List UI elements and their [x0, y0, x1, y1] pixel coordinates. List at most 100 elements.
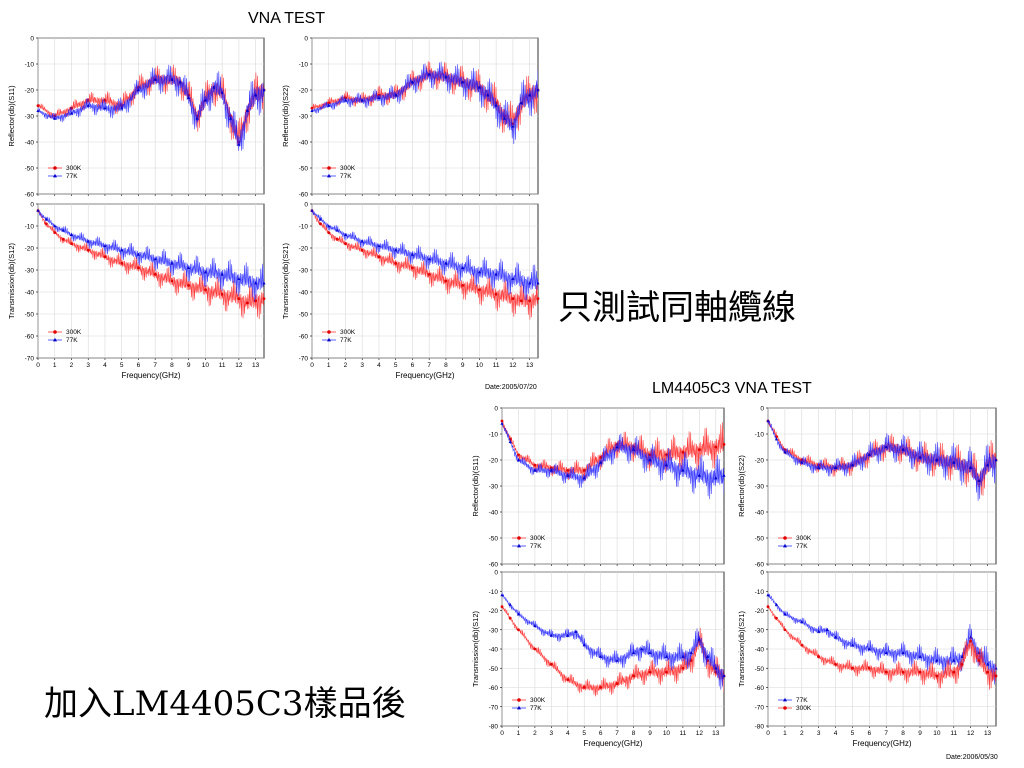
data-point-300K — [599, 456, 603, 459]
data-point-300K — [153, 273, 157, 276]
y-tick-label: -30 — [299, 268, 309, 275]
data-point-77K — [153, 77, 157, 81]
legend-marker — [53, 330, 57, 334]
data-point-77K — [44, 217, 48, 221]
top-title: VNA TEST — [248, 10, 326, 27]
x-tick-label: 7 — [615, 730, 619, 737]
data-point-300K — [648, 670, 652, 674]
data-point-77K — [477, 270, 482, 274]
data-point-77K — [343, 98, 348, 102]
x-tick-label: 9 — [918, 730, 922, 737]
data-point-77K — [817, 629, 821, 633]
data-point-300K — [766, 605, 770, 609]
y-tick-label: -50 — [299, 166, 309, 173]
x-tick-label: 9 — [648, 730, 652, 737]
data-point-77K — [500, 593, 504, 597]
legend-label: 77K — [530, 705, 542, 712]
legend-label: 77K — [796, 543, 808, 550]
data-point-77K — [237, 142, 241, 146]
data-point-300K — [103, 255, 107, 259]
x-tick-label: 3 — [550, 730, 554, 737]
x-tick-label: 2 — [533, 730, 537, 737]
y-tick-label: -30 — [489, 627, 499, 634]
x-tick-label: 10 — [476, 362, 484, 369]
y-tick-label: -60 — [489, 562, 499, 569]
data-point-300K — [70, 242, 73, 245]
data-point-300K — [665, 670, 668, 674]
legend-label: 300K — [340, 329, 356, 336]
y-tick-label: 0 — [494, 570, 498, 577]
data-point-300K — [220, 292, 224, 296]
data-point-77K — [582, 643, 586, 647]
data-point-300K — [800, 643, 804, 647]
data-point-77K — [310, 109, 314, 112]
x-tick-label: 1 — [783, 730, 787, 737]
date-left: Date:2005/07/20 — [485, 384, 537, 391]
x-tick-label: 2 — [800, 730, 804, 737]
data-point-300K — [665, 453, 668, 457]
data-point-300K — [977, 659, 981, 662]
x-tick-label: 12 — [235, 362, 243, 369]
bottom-title: LM4405C3 VNA TEST — [652, 380, 812, 397]
data-point-77K — [536, 88, 540, 92]
data-point-77K — [985, 662, 990, 666]
data-point-77K — [444, 75, 448, 79]
data-point-77K — [664, 654, 669, 658]
data-point-300K — [411, 266, 414, 270]
data-point-77K — [800, 460, 804, 464]
data-point-300K — [681, 450, 685, 454]
y-tick-label: -10 — [25, 62, 35, 69]
x-tick-label: 0 — [310, 362, 314, 369]
legend-marker — [53, 337, 57, 342]
data-point-77K — [237, 277, 241, 280]
data-point-77K — [722, 473, 726, 477]
data-point-77K — [103, 244, 107, 247]
data-point-77K — [599, 460, 603, 464]
data-point-77K — [502, 116, 507, 120]
legend-label: 300K — [66, 329, 82, 336]
data-point-77K — [343, 233, 348, 236]
x-tick-label: 0 — [766, 730, 770, 737]
data-point-300K — [599, 686, 603, 689]
data-point-77K — [318, 217, 322, 221]
y-tick-label: -30 — [755, 627, 765, 634]
data-point-77K — [262, 88, 266, 92]
x-tick-label: 8 — [901, 730, 905, 737]
data-point-77K — [825, 627, 829, 631]
data-point-77K — [850, 463, 855, 467]
data-point-300K — [632, 674, 635, 678]
data-point-77K — [120, 248, 124, 252]
y-axis-label: Transmission(db)(S12) — [471, 611, 480, 687]
series-300K-trace — [768, 604, 996, 690]
data-point-300K — [360, 248, 364, 252]
legend-marker — [327, 166, 331, 170]
data-point-77K — [783, 612, 787, 616]
legend-label: 77K — [340, 173, 352, 180]
x-tick-label: 7 — [427, 362, 431, 369]
y-tick-label: -50 — [299, 312, 309, 319]
data-point-77K — [528, 281, 532, 285]
y-tick-label: -40 — [755, 510, 765, 517]
y-tick-label: 0 — [760, 406, 764, 413]
data-point-77K — [867, 647, 871, 651]
data-point-77K — [394, 93, 398, 97]
data-point-77K — [360, 239, 364, 243]
data-point-300K — [952, 670, 956, 674]
legend-marker — [783, 706, 787, 710]
data-point-300K — [582, 686, 586, 689]
data-point-300K — [394, 262, 398, 265]
data-point-300K — [53, 231, 57, 234]
data-point-77K — [228, 116, 233, 120]
y-tick-label: -50 — [489, 666, 499, 673]
y-tick-label: -40 — [489, 510, 499, 517]
data-point-77K — [516, 612, 521, 616]
data-point-300K — [61, 237, 65, 241]
y-tick-label: 0 — [30, 202, 34, 209]
data-point-77K — [212, 85, 216, 89]
chart-s22-sample: 0 -10 -20 -30 -40 -50 -60 Reflector(db)(S22) 300… — [737, 406, 998, 569]
data-point-300K — [533, 647, 537, 651]
data-point-300K — [566, 469, 570, 472]
y-tick-label: -30 — [25, 268, 35, 275]
data-point-77K — [985, 463, 990, 467]
data-point-77K — [410, 80, 415, 84]
